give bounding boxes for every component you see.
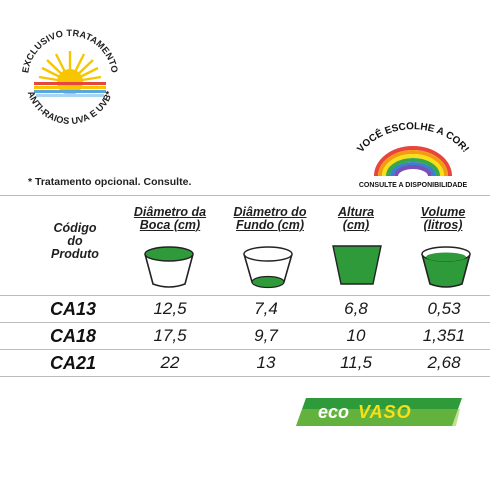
table-row: CA21 22 13 11,5 2,68 bbox=[0, 352, 490, 374]
volume-value: 2,68 bbox=[404, 353, 484, 373]
header-altura: Altura (cm) bbox=[316, 206, 396, 232]
header-boca: Diâmetro da Boca (cm) bbox=[122, 206, 218, 232]
sun-icon bbox=[34, 51, 106, 97]
header-fundo: Diâmetro do Fundo (cm) bbox=[222, 206, 318, 232]
cup-fundo-icon bbox=[236, 240, 300, 292]
fundo-value: 9,7 bbox=[226, 326, 306, 346]
header-code: Código do Produto bbox=[40, 222, 110, 261]
boca-value: 12,5 bbox=[130, 299, 210, 319]
footnote: * Tratamento opcional. Consulte. bbox=[28, 176, 191, 188]
cup-volume-icon bbox=[414, 240, 478, 292]
cup-altura-icon bbox=[325, 240, 389, 292]
cup-boca-icon bbox=[137, 240, 201, 292]
rainbow-icon bbox=[376, 148, 450, 176]
volume-value: 1,351 bbox=[404, 326, 484, 346]
divider-top bbox=[0, 195, 490, 196]
color-choice-badge: VOCÊ ESCOLHE A COR! CONSULTE A DISPONIBI… bbox=[336, 118, 486, 196]
brand-vaso: VASO bbox=[358, 402, 412, 422]
uv-protection-badge: EXCLUSIVO TRATAMENTO ANTI-RAIOS UVA E UV… bbox=[14, 22, 126, 134]
table-row: CA13 12,5 7,4 6,8 0,53 bbox=[0, 298, 490, 320]
table-row: CA18 17,5 9,7 10 1,351 bbox=[0, 325, 490, 347]
divider-bottom bbox=[0, 376, 490, 377]
header-volume: Volume (litros) bbox=[400, 206, 486, 232]
product-code: CA13 bbox=[50, 299, 110, 319]
divider-mid bbox=[0, 295, 490, 296]
product-code: CA21 bbox=[50, 353, 110, 373]
volume-value: 0,53 bbox=[404, 299, 484, 319]
row-divider bbox=[0, 322, 490, 323]
altura-value: 10 bbox=[316, 326, 396, 346]
fundo-value: 13 bbox=[226, 353, 306, 373]
boca-value: 22 bbox=[130, 353, 210, 373]
row-divider bbox=[0, 349, 490, 350]
brand-eco: eco bbox=[318, 402, 349, 422]
ecovaso-logo: eco VASO bbox=[296, 398, 462, 426]
altura-value: 6,8 bbox=[316, 299, 396, 319]
rainbow-bottom-text: CONSULTE A DISPONIBILIDADE bbox=[359, 182, 468, 189]
altura-value: 11,5 bbox=[316, 353, 396, 373]
fundo-value: 7,4 bbox=[226, 299, 306, 319]
boca-value: 17,5 bbox=[130, 326, 210, 346]
product-code: CA18 bbox=[50, 326, 110, 346]
